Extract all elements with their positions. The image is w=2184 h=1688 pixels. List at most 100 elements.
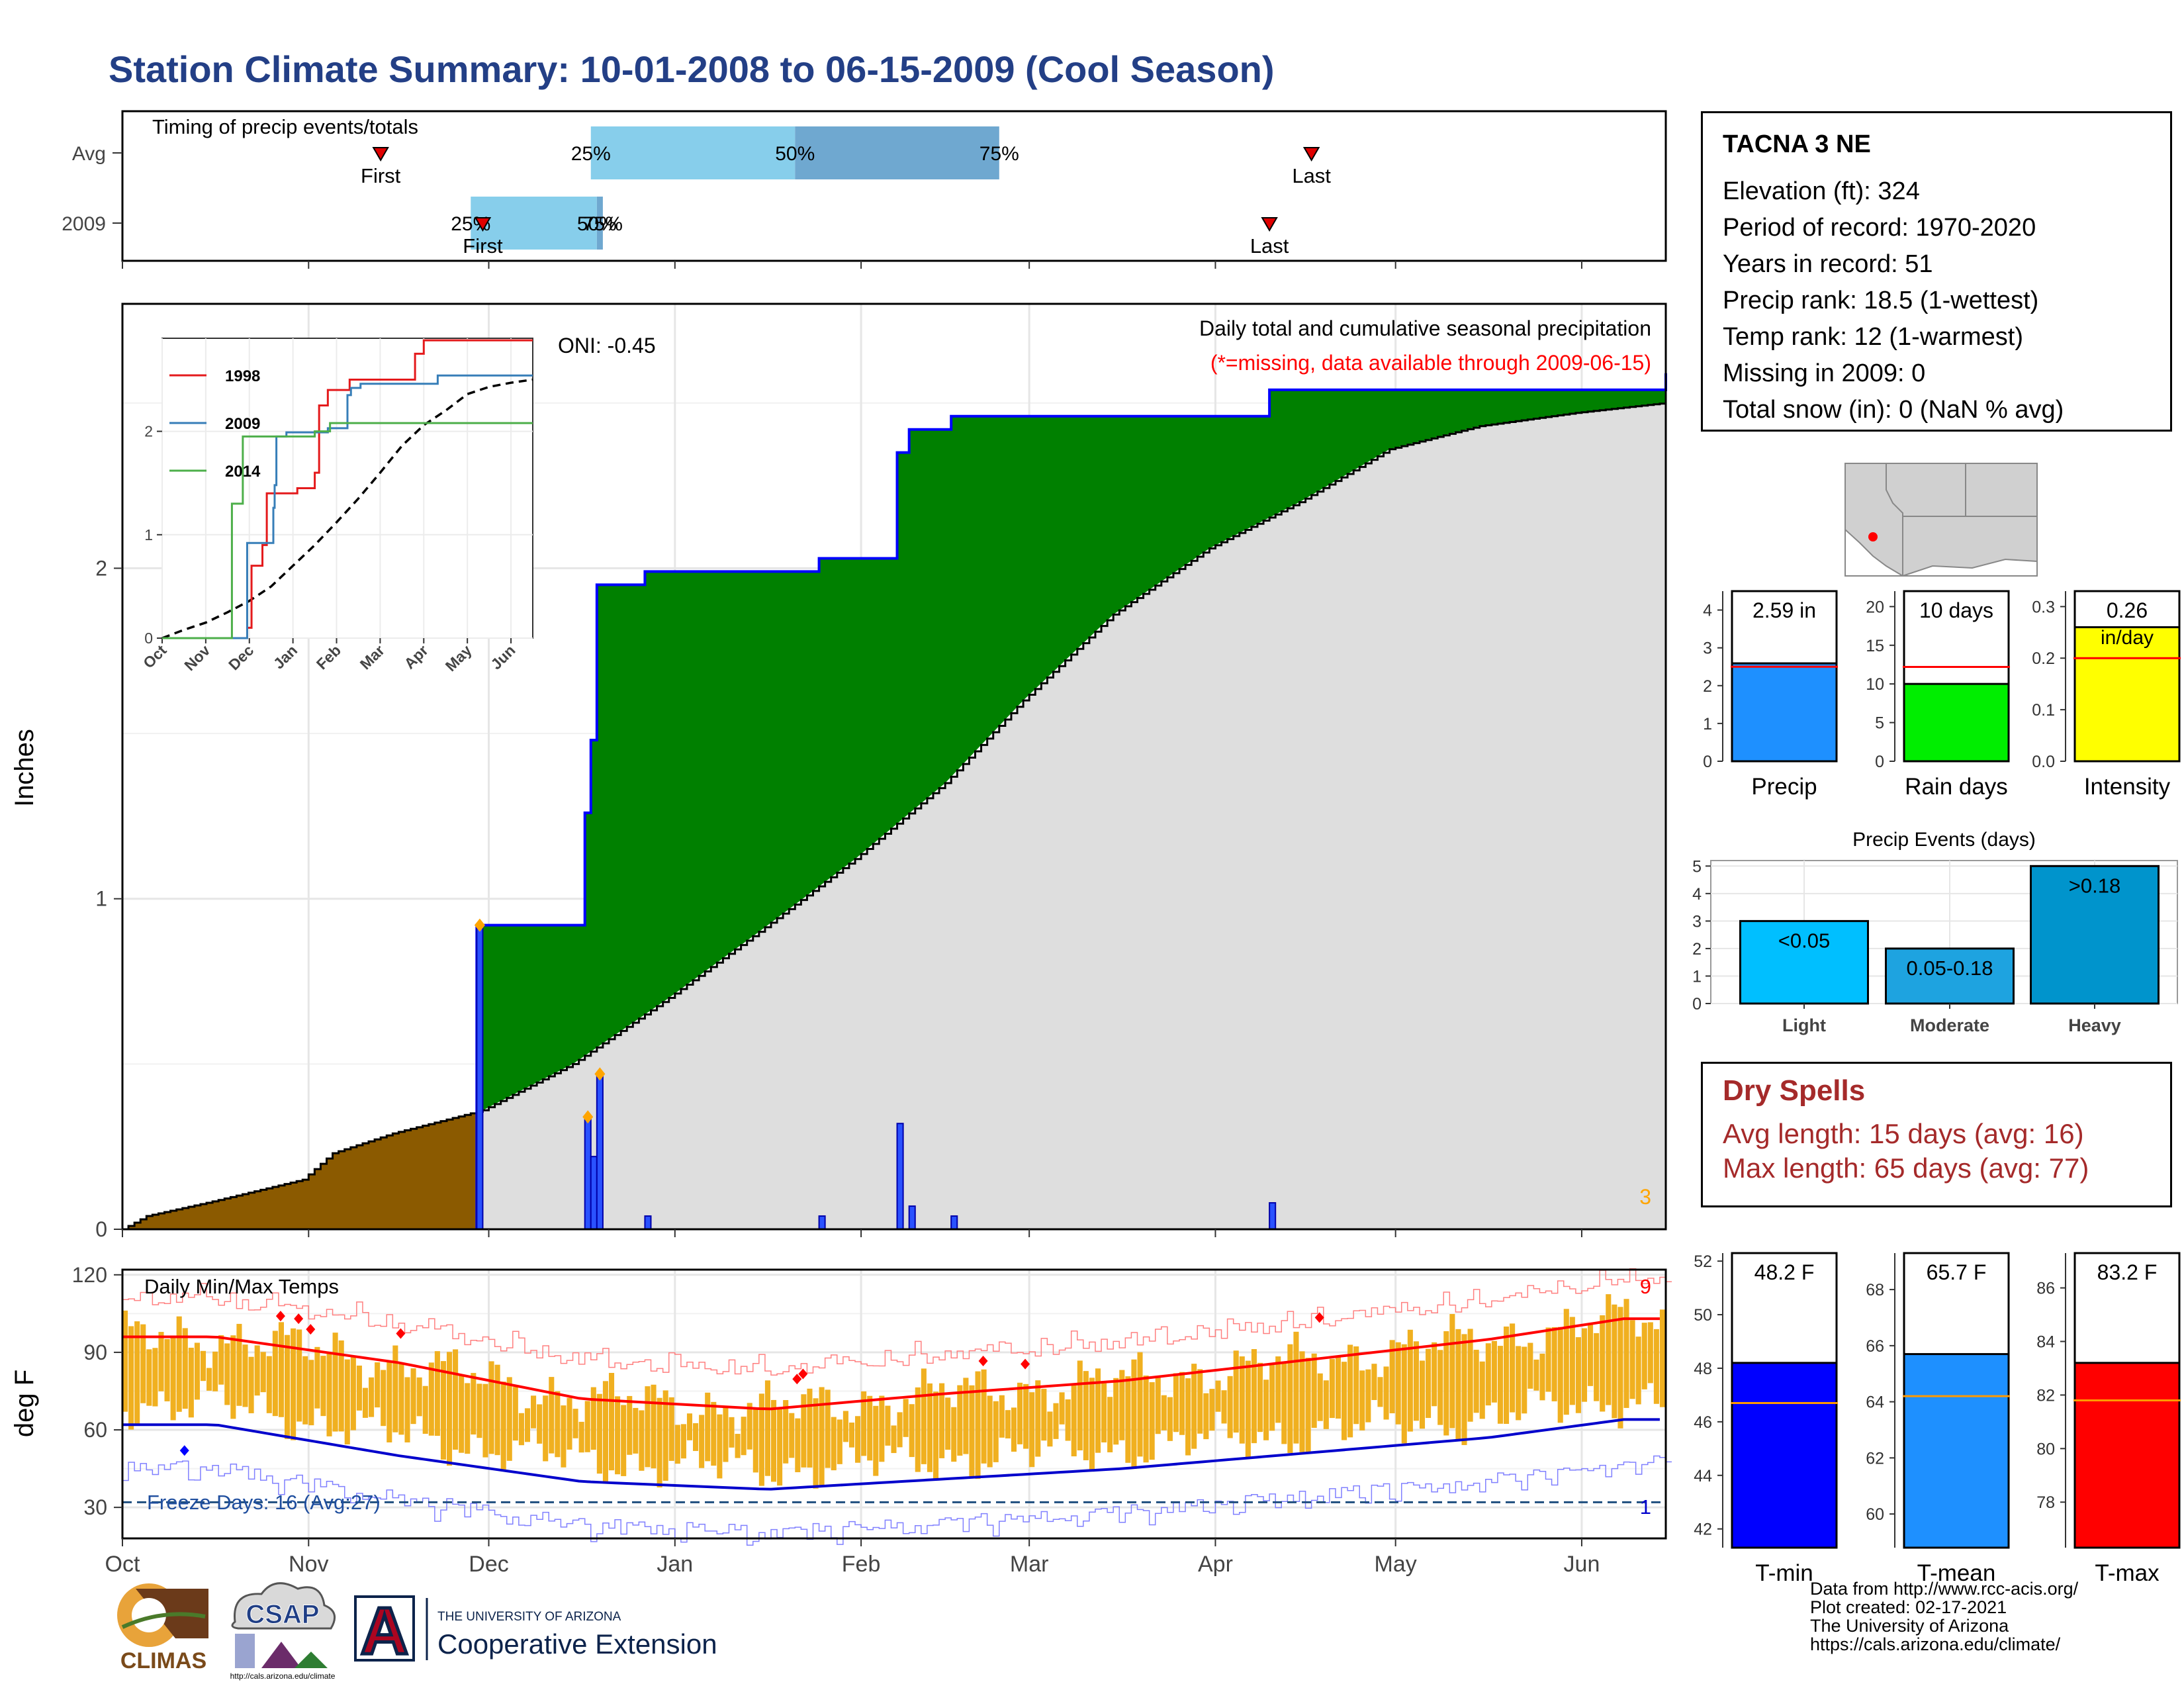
daily-temp-bar <box>1143 1376 1149 1463</box>
precip-mini-value-label: 10 days <box>1919 598 1993 622</box>
daily-temp-bar <box>477 1383 482 1438</box>
daily-temp-bar <box>686 1413 693 1440</box>
credit-institution: The University of Arizona <box>1810 1616 2009 1636</box>
temp-mini-y-tick-label: 52 <box>1694 1252 1712 1271</box>
daily-temp-bar <box>1575 1337 1581 1413</box>
daily-temp-bar <box>578 1421 584 1453</box>
daily-temp-bar <box>1089 1378 1095 1472</box>
daily-temp-bar <box>1491 1340 1497 1403</box>
events-x-tick-label: Light <box>1782 1015 1826 1035</box>
daily-temp-bar <box>194 1342 200 1400</box>
precip-mini-y-tick-label: 0 <box>1703 753 1712 771</box>
timing-chart: Timing of precip events/totals Avg 25% 50%… <box>62 110 1667 269</box>
daily-temp-bar <box>465 1383 471 1454</box>
timing-title: Timing of precip events/totals <box>152 115 418 138</box>
daily-temp-bar <box>1588 1323 1594 1386</box>
daily-temp-bar <box>723 1406 729 1462</box>
freeze-days-label: Freeze Days: 16 (Avg:27) <box>147 1491 381 1514</box>
daily-temp-bar <box>975 1371 981 1479</box>
temp-mini-y-tick-label: 42 <box>1694 1521 1712 1539</box>
daily-temp-bar <box>308 1360 314 1426</box>
daily-temp-bar <box>488 1361 494 1454</box>
daily-temp-bar <box>512 1387 518 1441</box>
record-low-line <box>122 1455 1672 1546</box>
precip-mini-value-unit: in/day <box>2101 627 2154 649</box>
daily-temp-bar <box>1365 1369 1371 1423</box>
daily-temp-bar <box>855 1416 861 1463</box>
daily-temp-bar <box>524 1408 531 1442</box>
daily-temp-bar <box>176 1316 182 1412</box>
daily-temp-bar <box>819 1387 825 1487</box>
daily-temp-bar <box>506 1377 512 1461</box>
daily-temp-bar <box>459 1376 465 1453</box>
daily-temp-bar <box>1323 1380 1329 1429</box>
daily-temp-bar <box>152 1348 158 1407</box>
daily-temp-bar <box>1600 1315 1606 1412</box>
daily-temp-bar <box>410 1368 416 1425</box>
daily-temp-bar <box>837 1419 842 1464</box>
daily-temp-bar <box>1269 1364 1275 1431</box>
daily-temp-bar <box>1155 1378 1161 1434</box>
daily-temp-bar <box>891 1425 897 1454</box>
daily-temp-bar <box>326 1354 332 1436</box>
daily-temp-bar <box>1095 1368 1101 1453</box>
daily-temp-bar <box>302 1356 308 1425</box>
daily-temp-bar <box>1173 1373 1179 1432</box>
precip-mini-y-tick-label: 15 <box>1866 637 1884 655</box>
timing-p75-label: 75% <box>979 143 1019 165</box>
daily-temp-bar <box>1629 1320 1635 1399</box>
daily-temp-bar <box>1389 1340 1395 1413</box>
daily-temp-bar <box>1377 1377 1383 1407</box>
daily-temp-bar <box>764 1380 770 1476</box>
daily-temp-bar <box>1635 1336 1641 1405</box>
record-high-marker <box>1021 1358 1030 1370</box>
events-bar <box>1739 919 1869 1005</box>
temp-panel-border <box>121 1268 1667 1540</box>
record-high-marker <box>275 1311 285 1322</box>
dry-spells-box: Dry Spells Avg length: 15 days (avg: 16)… <box>1701 1062 2172 1207</box>
daily-temp-bar <box>494 1364 500 1456</box>
normal-max-line <box>122 1317 1660 1411</box>
precip-corner-count: 3 <box>1639 1185 1651 1209</box>
station-location-dot <box>1868 532 1878 541</box>
daily-temp-bar <box>1606 1294 1612 1405</box>
timing-p25-label: 25% <box>571 143 611 165</box>
timing-last-marker <box>1261 217 1278 232</box>
temp-x-tick-label: Dec <box>469 1552 508 1577</box>
daily-temp-bar <box>518 1413 524 1446</box>
daily-temp-bar <box>1335 1356 1342 1419</box>
events-title: Precip Events (days) <box>1852 829 2036 851</box>
daily-temp-bar <box>1083 1371 1089 1460</box>
daily-temp-bar <box>729 1417 735 1448</box>
daily-temp-bar <box>1581 1328 1588 1402</box>
daily-temp-bar <box>939 1383 945 1458</box>
daily-temp-bar <box>416 1377 422 1417</box>
daily-temp-bar <box>375 1362 381 1408</box>
daily-temp-bar <box>933 1391 939 1479</box>
station-elevation: Elevation (ft): 324 <box>1723 177 1920 205</box>
record-high-marker <box>798 1368 808 1380</box>
daily-temp-bar <box>531 1395 537 1429</box>
daily-temp-bar <box>1342 1362 1347 1440</box>
ua-logo: A THE UNIVERSITY OF ARIZONA Cooperative … <box>354 1593 717 1670</box>
temp-mini-value-label: 83.2 F <box>2097 1260 2158 1284</box>
precip-mini-y-tick-label: 20 <box>1866 598 1884 616</box>
timing-bar-50-75 <box>795 126 999 179</box>
daily-temp-bar <box>1113 1378 1119 1445</box>
daily-temp-bar <box>1371 1364 1377 1400</box>
ua-logo-letter: A <box>361 1594 408 1668</box>
daily-temp-bar <box>158 1332 164 1391</box>
daily-temp-bar <box>1065 1399 1071 1441</box>
daily-temp-bar <box>1653 1329 1659 1404</box>
temp-y-label: deg F <box>10 1370 39 1437</box>
daily-temp-bar <box>453 1349 459 1450</box>
station-temp-rank: Temp rank: 12 (1-warmest) <box>1723 323 2024 351</box>
daily-temp-bar <box>338 1340 344 1432</box>
daily-temp-bar <box>1179 1372 1185 1435</box>
temp-x-tick-label: May <box>1375 1552 1417 1577</box>
climas-logo: CLIMAS <box>117 1583 208 1673</box>
daily-temp-bar <box>1251 1349 1257 1444</box>
temp-x-tick-label: Oct <box>105 1552 140 1577</box>
temp-mini-y-tick-label: 80 <box>2036 1440 2055 1458</box>
